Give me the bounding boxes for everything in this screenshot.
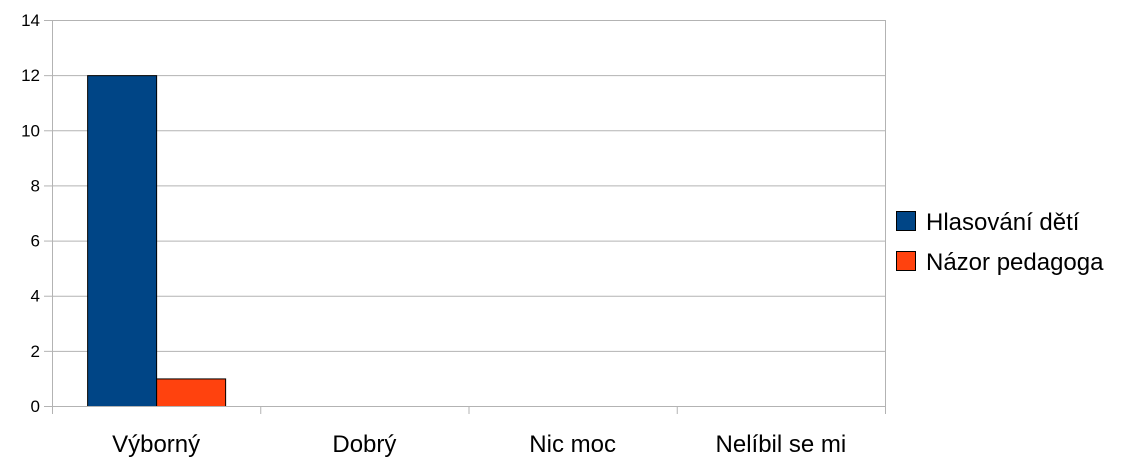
- y-tick-label: 6: [31, 232, 40, 251]
- y-tick-label: 0: [31, 397, 40, 416]
- legend-label: Názor pedagoga: [926, 249, 1104, 276]
- bar-hlasovani-deti-0: [87, 75, 158, 408]
- y-tick-label: 4: [31, 287, 40, 306]
- bars: [87, 75, 227, 408]
- y-axis-ticks: 0 2 4 6 8 10 12 14: [21, 11, 52, 416]
- gridlines: [52, 20, 885, 407]
- legend-swatch: [896, 211, 916, 231]
- y-tick-label: 8: [31, 176, 40, 195]
- y-tick-label: 12: [21, 66, 40, 85]
- x-axis-ticks: Výborný Dobrý Nic moc Nelíbil se mi: [52, 406, 886, 458]
- legend: Hlasování dětí Názor pedagoga: [896, 209, 1104, 276]
- x-tick-label: Výborný: [112, 431, 200, 458]
- y-tick-label: 14: [21, 11, 40, 30]
- legend-swatch: [896, 251, 916, 271]
- x-tick-label: Nelíbil se mi: [716, 431, 847, 458]
- y-tick-label: 2: [31, 342, 40, 361]
- plot-area: [52, 20, 886, 406]
- x-tick-label: Nic moc: [529, 431, 616, 458]
- bar-nazor-pedagoga-0: [156, 378, 227, 407]
- y-tick-label: 10: [21, 121, 40, 140]
- x-tick-label: Dobrý: [332, 431, 396, 458]
- legend-label: Hlasování dětí: [926, 209, 1080, 236]
